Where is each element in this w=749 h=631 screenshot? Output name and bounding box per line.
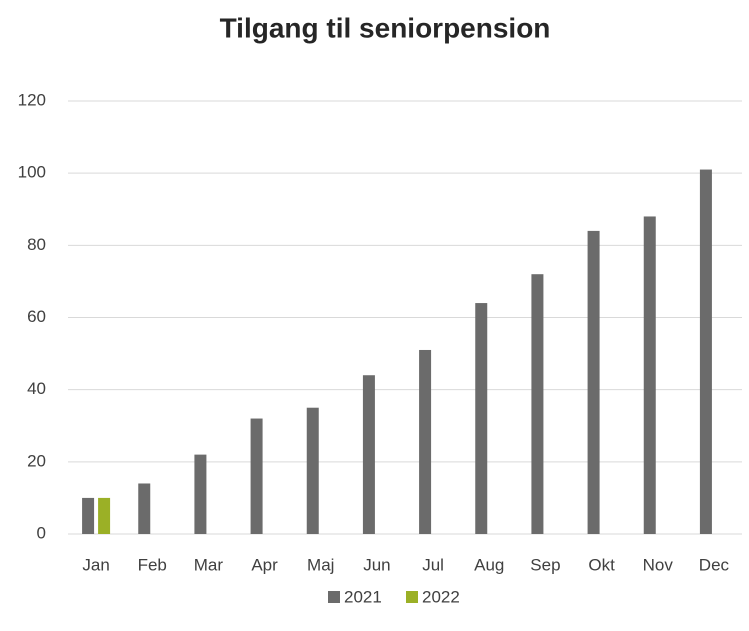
y-tick-label: 120: [18, 90, 46, 109]
bar: [306, 407, 319, 534]
legend-swatch: [406, 591, 418, 603]
bar: [531, 274, 544, 534]
legend-label: 2022: [422, 587, 460, 606]
bar: [82, 497, 95, 534]
x-tick-label: Dec: [699, 555, 730, 574]
bar: [250, 418, 263, 534]
y-tick-label: 80: [27, 235, 46, 254]
x-tick-label: Jul: [422, 555, 444, 574]
y-tick-label: 20: [27, 451, 46, 470]
x-tick-label: Aug: [474, 555, 504, 574]
x-tick-label: Mar: [194, 555, 224, 574]
x-tick-label: Sep: [530, 555, 560, 574]
x-tick-label: Apr: [251, 555, 278, 574]
bar: [362, 375, 375, 534]
x-tick-label: Jan: [82, 555, 109, 574]
legend-swatch: [328, 591, 340, 603]
y-tick-label: 60: [27, 307, 46, 326]
x-tick-label: Maj: [307, 555, 334, 574]
x-tick-label: Jun: [363, 555, 390, 574]
bar: [194, 454, 207, 534]
x-tick-label: Feb: [138, 555, 167, 574]
x-tick-label: Okt: [588, 555, 615, 574]
chart-title: Tilgang til seniorpension: [220, 12, 551, 43]
bar: [643, 216, 656, 534]
bar: [98, 497, 111, 534]
bar: [419, 349, 432, 534]
y-tick-label: 100: [18, 163, 46, 182]
bar: [138, 483, 151, 534]
legend-label: 2021: [344, 587, 382, 606]
y-tick-label: 40: [27, 379, 46, 398]
bar: [699, 169, 712, 534]
y-tick-label: 0: [37, 523, 46, 542]
bar: [475, 303, 488, 534]
x-tick-label: Nov: [643, 555, 674, 574]
bar: [587, 230, 600, 534]
